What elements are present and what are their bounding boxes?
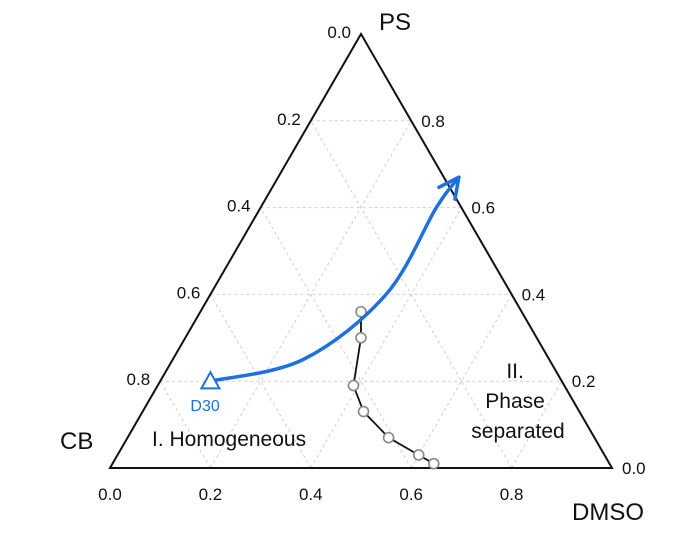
right-tick-label: 0.2 [572,372,596,391]
bottom-tick-label: 0.6 [399,485,423,504]
grid-line-dmso-0.8 [511,380,563,469]
region-phase-separated-line-1: II. [506,360,524,383]
boundary-point [355,305,367,318]
arrow-curve [208,175,461,383]
vertex-label-ps: PS [379,9,411,36]
boundary-point [347,379,360,392]
grid-line-cb-0.8 [159,380,211,469]
phase-boundary-series [347,305,440,470]
tick-labels: 0.0 0.2 0.4 0.6 0.8 0.0 0.2 0.4 0.6 0.8 0.8 0.6 0.4 0… [98,23,645,504]
d30-triangle [199,370,222,390]
boundary-point [355,331,367,344]
right-tick-label: 0.6 [471,199,495,218]
grid-line-dmso-0.4 [310,207,462,469]
right-tick-label: 0.8 [421,112,445,131]
boundary-point [382,431,395,444]
bottom-tick-label: 0.8 [500,485,524,504]
vertex-label-dmso: DMSO [572,499,644,526]
boundary-point [412,449,425,461]
triangle-frame [108,32,614,469]
left-tick-label: 0.4 [227,197,251,216]
boundary-point [427,457,440,470]
vertex-label-cb: CB [60,428,93,455]
boundary-point [357,405,370,418]
d30-marker [199,370,222,390]
arrow-head [437,175,461,201]
region-phase-separated-line-2: Phase [485,390,545,413]
bottom-tick-label: 0.4 [299,485,323,504]
d30-label: D30 [190,398,219,415]
region-phase-separated-line-3: separated [471,420,564,443]
composition-path-arrow [208,175,461,383]
right-tick-label: 0.0 [622,459,646,478]
region-phase-separated-label: II. Phase separated [471,360,564,443]
left-tick-label: 0.2 [277,110,301,129]
left-tick-label: 0.8 [127,370,151,389]
region-homogeneous-label: I. Homogeneous [152,428,306,451]
triangle-outline [108,32,614,469]
right-tick-label: 0.4 [522,285,546,304]
bottom-tick-label: 0.2 [199,485,223,504]
bottom-tick-label: 0.0 [98,485,122,504]
left-tick-label: 0.0 [327,23,351,42]
left-tick-label: 0.6 [177,283,201,302]
